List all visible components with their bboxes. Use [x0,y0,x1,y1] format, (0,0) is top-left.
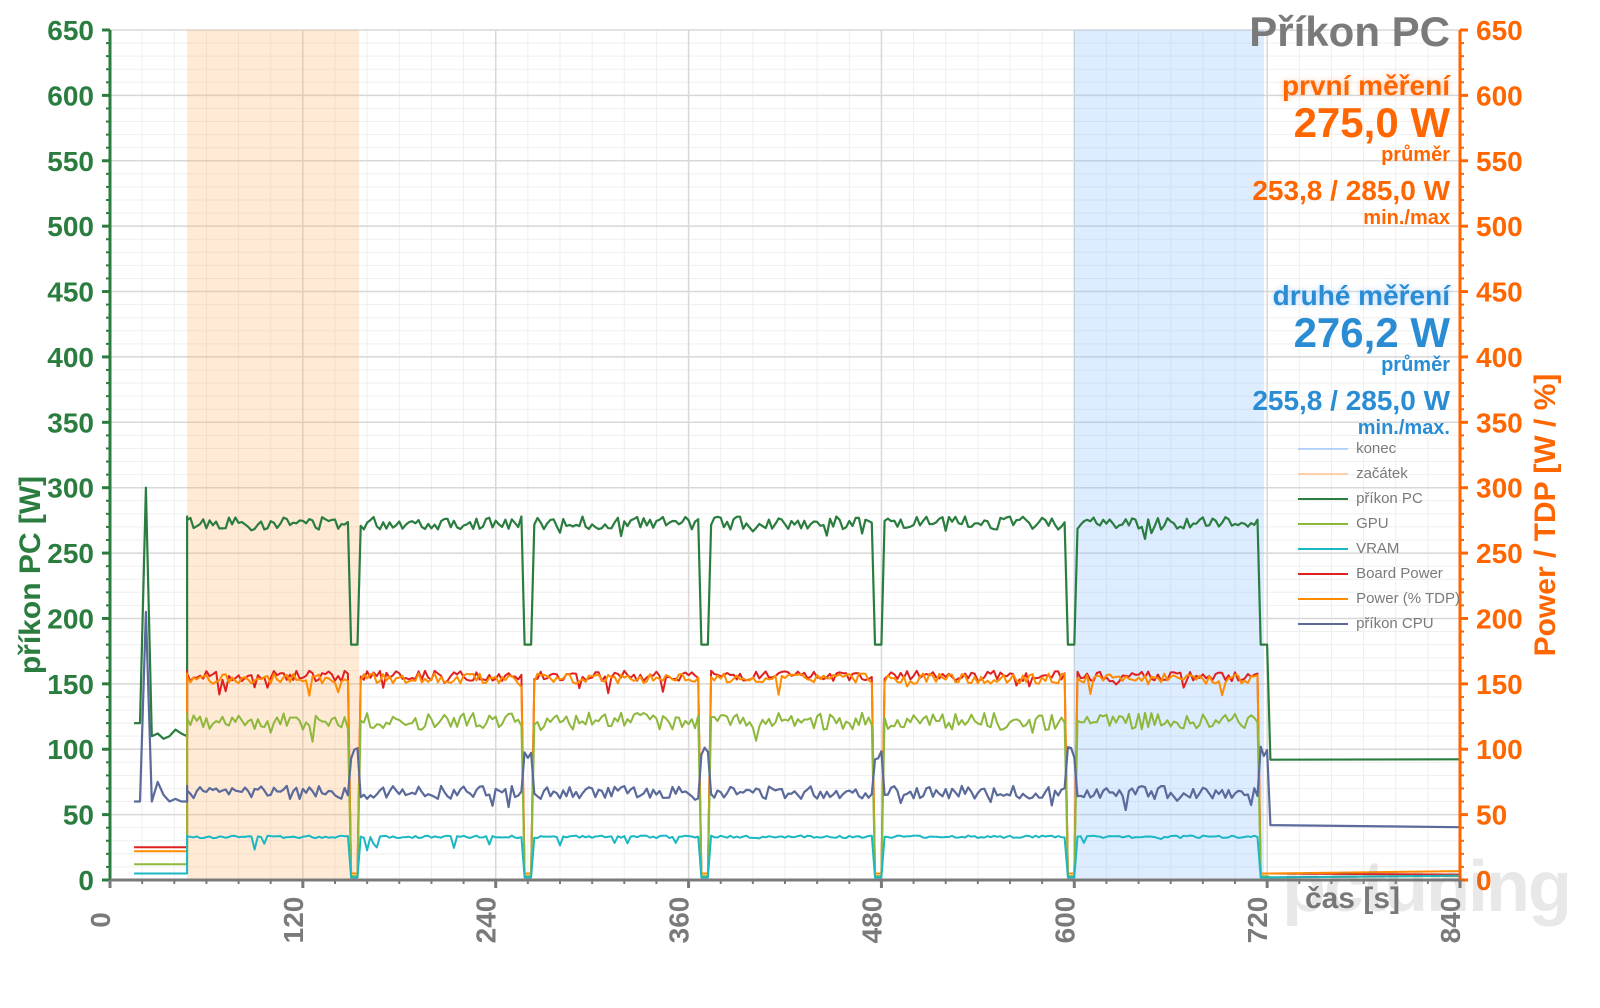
power-chart: 0501001502002503003504004505005506006500… [0,0,1600,1008]
svg-text:400: 400 [1476,342,1523,373]
stats-first-header: první měření [1252,70,1450,102]
stats-second-range-label: min./max. [1252,417,1450,440]
stats-first-range: 253,8 / 285,0 W [1252,175,1450,207]
stats-second-header: druhé měření [1252,280,1450,312]
legend-item: začátek [1298,465,1460,482]
legend-item: konec [1298,440,1460,457]
legend-item: Power (% TDP) [1298,590,1460,607]
legend-item: příkon CPU [1298,615,1460,632]
stats-second-range: 255,8 / 285,0 W [1252,385,1450,417]
svg-text:500: 500 [47,211,94,242]
legend-item: GPU [1298,515,1460,532]
svg-text:100: 100 [1476,734,1523,765]
svg-text:250: 250 [47,538,94,569]
svg-text:550: 550 [47,146,94,177]
svg-text:120: 120 [278,897,309,944]
svg-text:720: 720 [1242,897,1273,944]
svg-text:0: 0 [1476,865,1492,896]
svg-text:Power / TDP [W / %]: Power / TDP [W / %] [1529,374,1562,657]
stats-first-value-label: průměr [1252,144,1450,167]
svg-text:650: 650 [47,15,94,46]
legend-item: příkon PC [1298,490,1460,507]
svg-text:0: 0 [78,865,94,896]
svg-text:650: 650 [1476,15,1523,46]
svg-text:300: 300 [47,473,94,504]
svg-text:300: 300 [1476,473,1523,504]
legend-item: VRAM [1298,540,1460,557]
svg-text:50: 50 [1476,800,1507,831]
svg-text:840: 840 [1435,897,1466,944]
svg-text:550: 550 [1476,146,1523,177]
stats-first-value: 275,0 W [1252,102,1450,144]
svg-text:600: 600 [47,80,94,111]
svg-text:400: 400 [47,342,94,373]
svg-text:200: 200 [1476,603,1523,634]
svg-text:150: 150 [1476,669,1523,700]
svg-text:480: 480 [856,897,887,944]
svg-text:0: 0 [85,912,116,928]
legend: konec začátek příkon PC GPU VRAM Board Power P… [1298,440,1460,640]
svg-text:příkon PC [W]: příkon PC [W] [14,476,47,674]
chart-title: Příkon PC [1249,8,1450,56]
svg-text:350: 350 [47,407,94,438]
svg-text:200: 200 [47,603,94,634]
svg-text:150: 150 [47,669,94,700]
stats-first: první měření 275,0 W průměr 253,8 / 285,… [1252,70,1450,230]
svg-text:500: 500 [1476,211,1523,242]
svg-text:čas [s]: čas [s] [1305,882,1400,915]
svg-text:600: 600 [1049,897,1080,944]
svg-text:250: 250 [1476,538,1523,569]
svg-text:360: 360 [664,897,695,944]
svg-text:100: 100 [47,734,94,765]
stats-first-range-label: min./max [1252,207,1450,230]
svg-text:450: 450 [47,277,94,308]
stats-second-value: 276,2 W [1252,312,1450,354]
svg-text:350: 350 [1476,407,1523,438]
stats-second: druhé měření 276,2 W průměr 255,8 / 285,… [1252,280,1450,440]
svg-text:240: 240 [471,897,502,944]
svg-text:600: 600 [1476,80,1523,111]
svg-text:450: 450 [1476,277,1523,308]
legend-item: Board Power [1298,565,1460,582]
stats-second-value-label: průměr [1252,354,1450,377]
svg-text:50: 50 [63,800,94,831]
